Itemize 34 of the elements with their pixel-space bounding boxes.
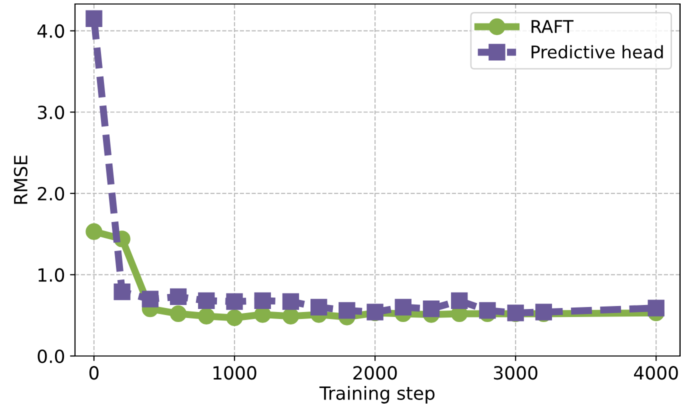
y-axis-title: RMSE <box>14 156 28 204</box>
point <box>394 298 412 316</box>
point <box>451 292 468 310</box>
y-tick-label: 4.0 <box>37 24 64 38</box>
point <box>282 293 300 310</box>
legend-label: Predictive head <box>532 45 663 59</box>
point <box>226 293 243 310</box>
point <box>86 10 102 27</box>
point <box>648 300 664 316</box>
point <box>170 288 187 305</box>
point <box>338 302 356 319</box>
point <box>170 305 187 322</box>
point <box>198 308 215 324</box>
point <box>198 292 215 310</box>
point <box>142 290 159 308</box>
x-axis-title: Training step <box>319 386 435 404</box>
y-tick-label: 0.0 <box>38 349 64 364</box>
x-tick-label: 3000 <box>494 366 538 380</box>
y-tick-label: 2.0 <box>38 186 64 201</box>
point <box>114 283 130 300</box>
point <box>282 308 300 324</box>
x-tick-label: 1000 <box>214 366 256 380</box>
point <box>86 223 102 240</box>
y-tick-label: 1.0 <box>38 268 64 282</box>
point <box>226 309 243 326</box>
x-tick-label: 4000 <box>634 366 678 380</box>
point <box>422 300 440 318</box>
y-tick-label: 3.0 <box>38 106 64 120</box>
legend-label: RAFT <box>532 20 574 33</box>
point <box>310 298 328 316</box>
x-tick-label: 2000 <box>353 366 397 380</box>
x-tick-label: 0 <box>89 366 99 380</box>
point <box>479 302 496 319</box>
point <box>254 292 271 310</box>
